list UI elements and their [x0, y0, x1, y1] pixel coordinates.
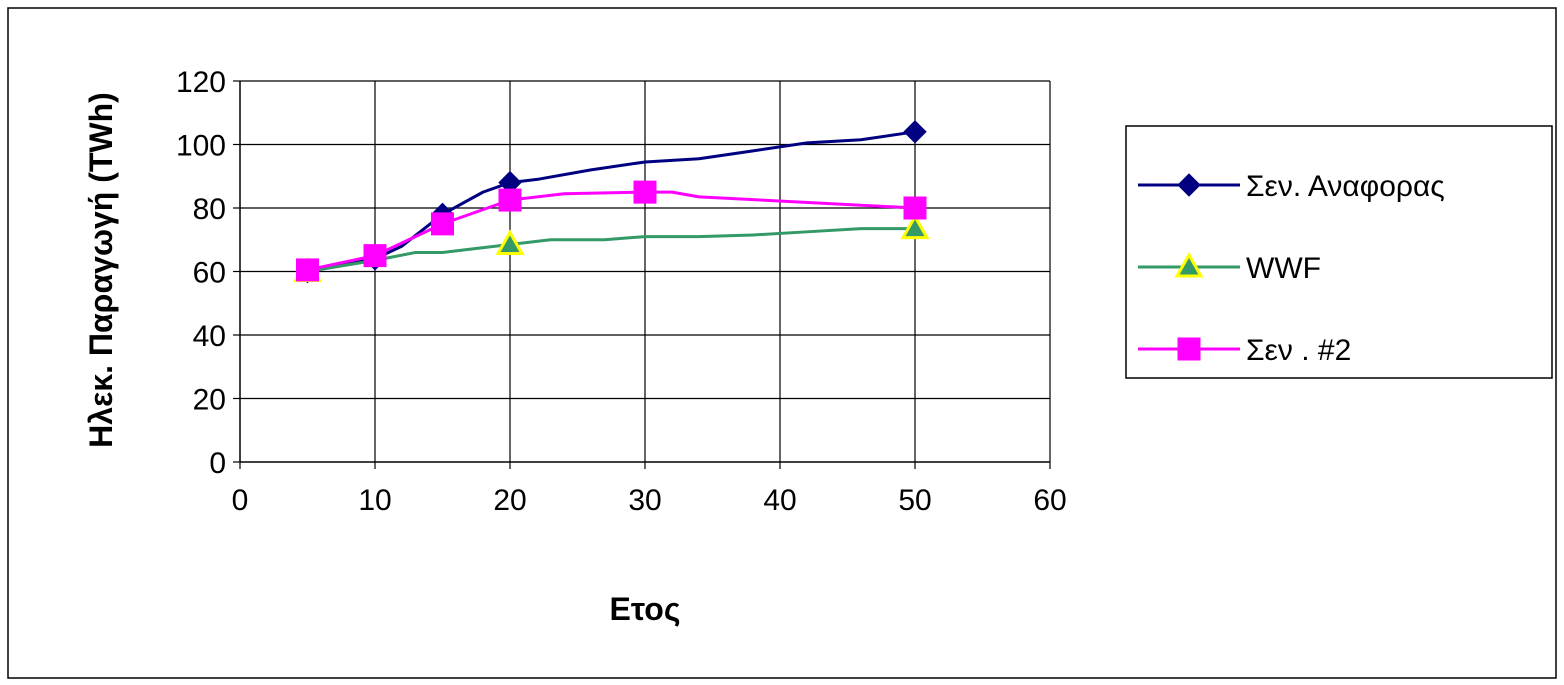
y-tick-label: 60 — [193, 257, 226, 290]
data-point-square — [296, 258, 319, 282]
x-tick-label: 40 — [763, 484, 796, 517]
series-line — [307, 190, 916, 272]
data-point-triangle — [495, 229, 525, 256]
data-point-square — [431, 212, 454, 236]
series-line — [307, 227, 915, 273]
legend-label: Σεν. Αναφορας — [1246, 170, 1445, 203]
x-tick-label: 60 — [1033, 484, 1066, 517]
series-3 — [296, 180, 927, 282]
legend-marker-square — [1177, 337, 1201, 361]
y-tick-label: 40 — [193, 320, 226, 353]
legend-label: WWF — [1246, 252, 1321, 285]
data-point-square — [498, 188, 522, 212]
x-tick-label: 30 — [628, 484, 661, 517]
legend-item: Σεν. Αναφορας — [1138, 170, 1445, 203]
legend-label: Σεν . #2 — [1246, 334, 1351, 367]
data-point-triangle — [900, 213, 930, 240]
tick-labels: 0 10 20 30 40 50 60 0 20 40 60 80 100 120 — [176, 66, 1067, 517]
x-tick-label: 20 — [493, 484, 526, 517]
data-point-square — [633, 180, 657, 204]
legend: Σεν. Αναφορας WWF Σεν . #2 — [1125, 125, 1553, 379]
plot-grid — [233, 80, 1051, 469]
x-tick-label: 0 — [232, 484, 249, 517]
x-tick-label: 10 — [358, 484, 391, 517]
legend-marker-diamond — [1177, 173, 1201, 197]
y-tick-label: 100 — [176, 130, 226, 163]
x-tick-label: 50 — [898, 484, 931, 517]
legend-box — [1125, 125, 1553, 379]
legend-item: WWF — [1138, 251, 1321, 285]
data-point-square — [903, 196, 927, 220]
data-point-diamond — [903, 120, 927, 144]
y-tick-label: 0 — [209, 447, 226, 480]
y-tick-label: 20 — [193, 384, 226, 417]
x-axis-title: Ετος — [610, 591, 681, 627]
y-tick-label: 80 — [193, 193, 226, 226]
legend-item: Σεν . #2 — [1138, 334, 1351, 367]
data-point-square — [363, 244, 387, 268]
y-axis-title: Ηλεκ. Παραγωγή (TWh) — [83, 92, 119, 448]
plot-series — [292, 120, 930, 284]
legend-marker-triangle — [1174, 251, 1204, 278]
y-tick-label: 120 — [176, 66, 226, 99]
